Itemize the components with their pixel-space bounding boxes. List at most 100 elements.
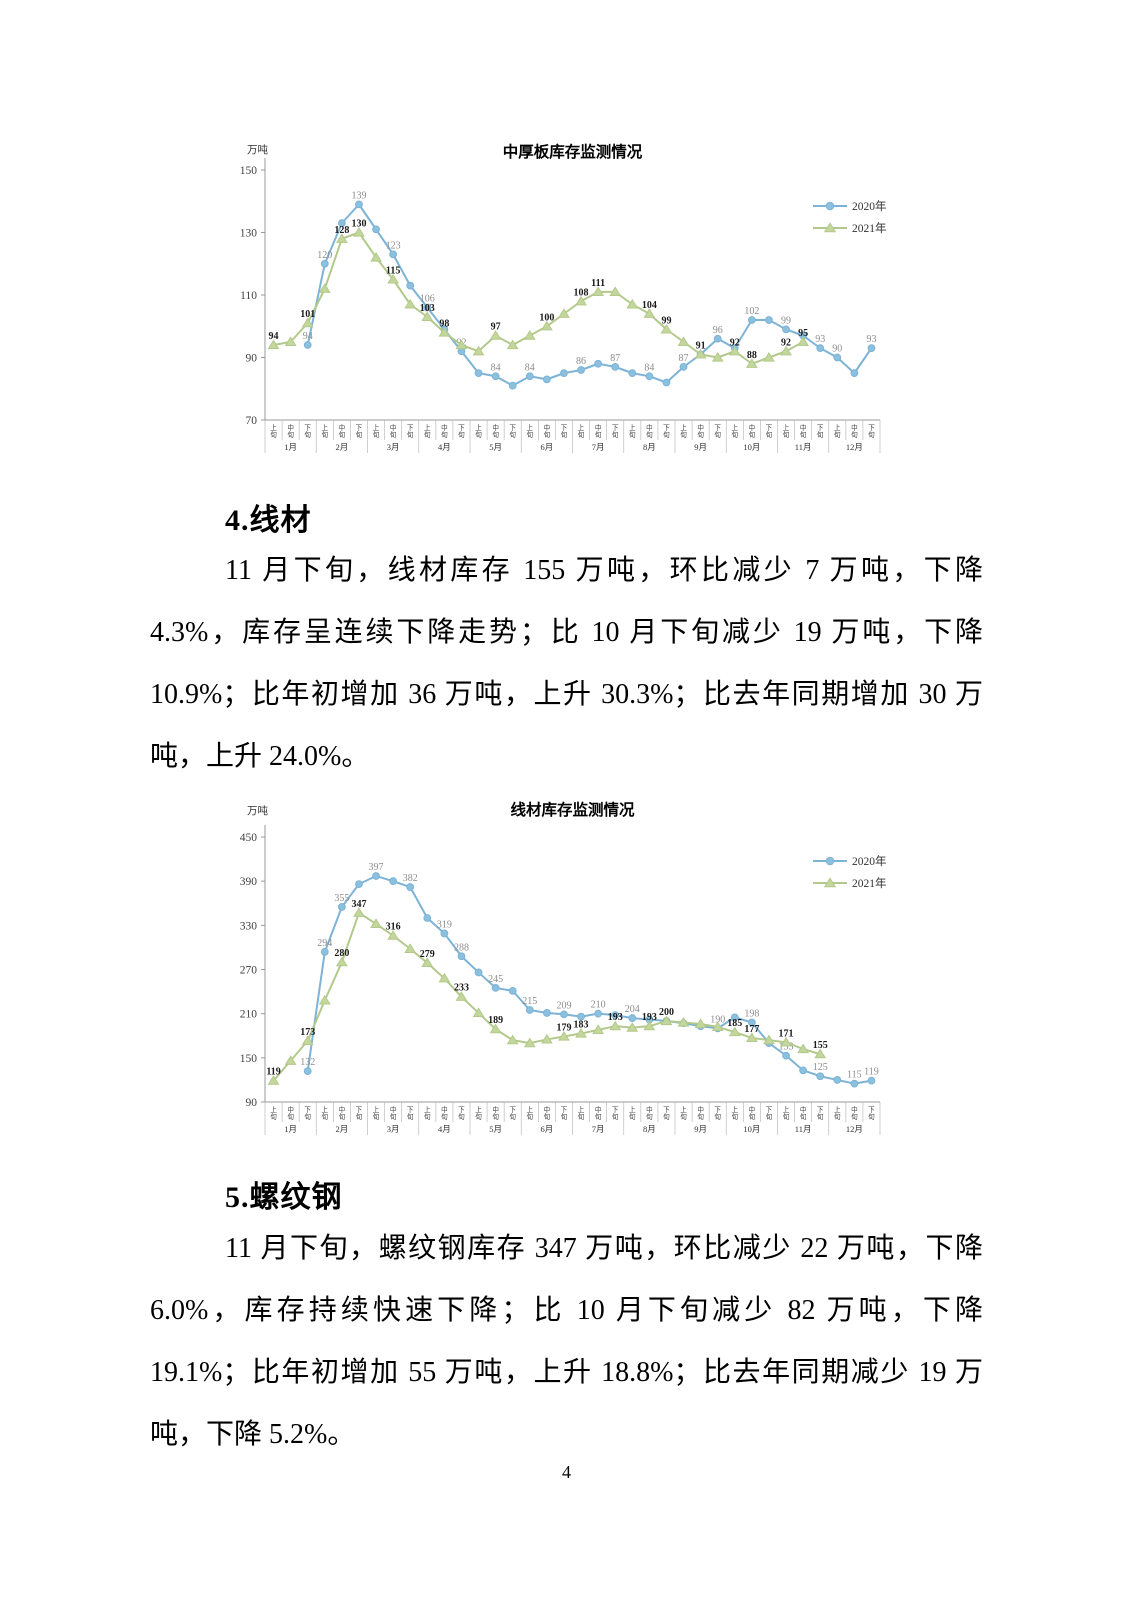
data-point-marker — [867, 1076, 876, 1085]
data-point-label: 397 — [369, 862, 384, 873]
data-point-label: 111 — [591, 278, 605, 289]
x-axis-period-label: 下旬 — [868, 1106, 875, 1121]
data-point-label: 115 — [386, 265, 400, 276]
data-point-label: 93 — [815, 334, 825, 345]
data-point-label: 173 — [300, 1027, 315, 1038]
data-point-marker — [833, 353, 842, 362]
data-point-marker — [560, 369, 568, 378]
data-point-marker — [542, 1009, 551, 1017]
x-axis-period-label: 上旬 — [629, 1105, 636, 1121]
data-point-marker — [320, 259, 329, 268]
x-axis-period-label: 上旬 — [475, 1105, 482, 1121]
legend-label: 2021年 — [852, 876, 887, 890]
data-point-label: 103 — [420, 303, 435, 314]
x-axis-period-label: 上旬 — [424, 423, 431, 439]
data-point-label: 128 — [334, 225, 349, 236]
data-point-marker — [594, 359, 603, 368]
data-point-marker — [797, 1043, 810, 1054]
x-axis-period-label: 下旬 — [663, 1106, 670, 1121]
x-axis-period-label: 上旬 — [731, 423, 738, 439]
x-axis-month-label: 10月 — [743, 442, 760, 452]
section-heading-wire-rod: 4.线材 — [225, 504, 312, 537]
data-point-label: 198 — [744, 1009, 759, 1020]
y-axis-tick-label: 330 — [240, 920, 258, 932]
x-axis-month-label: 6月 — [540, 1124, 553, 1134]
legend-marker-triangle — [823, 877, 837, 888]
data-point-marker — [662, 378, 671, 387]
data-point-marker — [318, 994, 331, 1005]
data-point-marker — [542, 375, 551, 384]
x-axis-period-label: 中旬 — [646, 423, 653, 439]
data-point-marker — [679, 362, 688, 371]
data-point-marker — [387, 273, 400, 284]
data-point-label: 84 — [491, 362, 501, 373]
data-point-label: 171 — [779, 1028, 794, 1039]
data-point-marker — [472, 345, 485, 356]
data-point-marker — [677, 1016, 690, 1027]
x-axis-month-label: 8月 — [643, 442, 656, 452]
x-axis-period-label: 上旬 — [475, 423, 482, 439]
series-line-2021年 — [272, 911, 821, 1082]
y-axis-tick-label: 70 — [246, 415, 258, 427]
data-point-marker — [370, 918, 382, 928]
data-point-label: 95 — [798, 328, 808, 339]
data-point-label: 84 — [525, 362, 535, 373]
data-point-marker — [506, 339, 519, 350]
data-point-label: 119 — [864, 1067, 879, 1078]
x-axis-month-label: 2月 — [335, 1124, 348, 1134]
data-point-label: 382 — [403, 873, 418, 884]
data-point-label: 101 — [300, 309, 315, 320]
data-point-marker — [284, 336, 297, 346]
data-point-marker — [782, 325, 790, 334]
x-axis-period-label: 中旬 — [390, 423, 397, 439]
x-axis-period-label: 下旬 — [612, 424, 619, 439]
data-point-label: 123 — [386, 240, 401, 251]
x-axis-period-label: 上旬 — [526, 1105, 533, 1121]
data-point-label: 94 — [303, 331, 313, 342]
x-axis-month-label: 7月 — [592, 442, 605, 452]
data-point-marker — [438, 326, 451, 337]
data-point-label: 115 — [847, 1070, 862, 1081]
legend-label: 2021年 — [852, 221, 887, 235]
x-axis-period-label: 上旬 — [578, 1105, 585, 1121]
data-point-marker — [763, 351, 775, 362]
x-axis-period-label: 下旬 — [458, 424, 465, 439]
data-point-label: 155 — [813, 1040, 828, 1051]
x-axis-period-label: 中旬 — [697, 423, 704, 439]
data-point-marker — [660, 1015, 673, 1026]
data-point-label: 93 — [866, 334, 876, 345]
data-point-marker — [404, 943, 417, 953]
data-point-marker — [747, 316, 756, 324]
x-axis-period-label: 上旬 — [526, 423, 533, 439]
data-point-label: 91 — [696, 340, 706, 351]
data-point-marker — [814, 1048, 827, 1059]
data-point-marker — [577, 1012, 585, 1021]
data-point-marker — [797, 336, 810, 346]
medium-plate-inventory-chart-svg: 中厚板库存监测情况万吨7090110130150上旬中旬下旬上旬中旬下旬上旬中旬… — [240, 142, 887, 453]
x-axis-period-label: 上旬 — [424, 1105, 431, 1121]
wire-rod-inventory-chart-svg: 线材库存监测情况万吨90150210270330390450上旬中旬下旬上旬中旬… — [240, 800, 887, 1135]
data-point-marker — [423, 303, 432, 312]
data-point-label: 92 — [730, 337, 740, 348]
data-point-marker — [713, 334, 722, 343]
series-line-2020年 — [306, 203, 873, 387]
y-axis-unit-label: 万吨 — [247, 143, 268, 156]
data-point-label: 87 — [610, 353, 620, 364]
data-point-label: 104 — [642, 300, 657, 311]
data-point-marker — [389, 250, 398, 259]
x-axis-period-label: 上旬 — [629, 423, 636, 439]
y-axis-tick-label: 150 — [240, 165, 258, 177]
x-axis-month-label: 6月 — [540, 442, 553, 452]
data-point-marker — [628, 369, 637, 378]
data-point-label: 125 — [813, 1062, 828, 1073]
data-point-label: 185 — [727, 1018, 742, 1029]
data-point-label: 84 — [644, 362, 654, 373]
y-axis-unit-label: 万吨 — [247, 804, 268, 817]
x-axis-period-label: 下旬 — [663, 424, 670, 439]
data-point-marker — [284, 1055, 297, 1065]
data-point-label: 90 — [832, 344, 842, 355]
data-point-marker — [677, 336, 690, 346]
x-axis-period-label: 下旬 — [304, 424, 311, 439]
data-point-label: 193 — [642, 1012, 657, 1023]
x-axis-period-label: 中旬 — [287, 423, 294, 439]
